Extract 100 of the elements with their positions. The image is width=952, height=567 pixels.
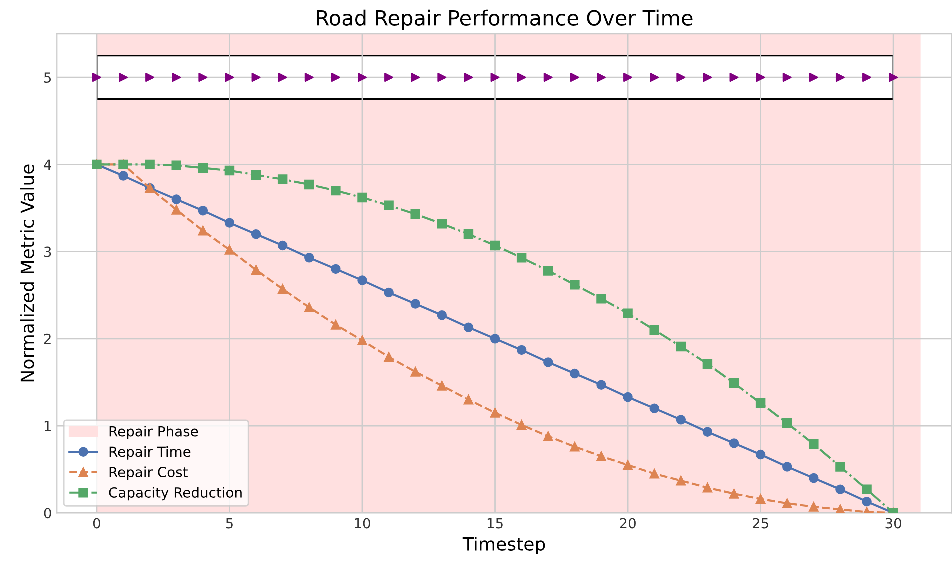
point — [118, 171, 128, 181]
point — [623, 308, 633, 319]
point — [623, 460, 633, 470]
point — [862, 73, 872, 82]
point — [146, 73, 155, 82]
point — [862, 484, 872, 494]
x-tick-label: 20 — [620, 518, 636, 529]
point — [464, 395, 474, 405]
point — [702, 359, 713, 370]
point — [198, 226, 208, 236]
point — [570, 442, 580, 452]
point — [676, 415, 686, 425]
point — [410, 209, 420, 220]
point — [729, 378, 740, 388]
point — [756, 73, 766, 82]
point — [650, 404, 660, 414]
point — [411, 73, 420, 82]
point — [809, 473, 819, 484]
point — [92, 73, 102, 82]
point — [358, 73, 367, 82]
y-tick-label: 4 — [44, 160, 52, 170]
point — [596, 452, 606, 462]
point — [384, 288, 394, 298]
point — [624, 73, 633, 82]
point — [596, 73, 606, 82]
point — [119, 73, 128, 82]
point — [224, 218, 235, 228]
point — [224, 166, 235, 176]
point — [438, 73, 447, 82]
point — [809, 439, 819, 450]
point — [516, 253, 527, 263]
point — [544, 266, 554, 276]
point — [516, 420, 527, 430]
point — [544, 432, 554, 442]
point — [490, 73, 500, 82]
point — [862, 496, 872, 507]
point — [782, 418, 792, 428]
point — [650, 469, 660, 479]
point — [172, 194, 182, 204]
point — [490, 334, 500, 344]
point — [702, 427, 713, 437]
point — [570, 280, 580, 290]
point — [304, 180, 314, 190]
point — [410, 299, 420, 309]
point — [172, 73, 182, 82]
legend-label: Repair Time — [110, 446, 191, 460]
point — [278, 284, 288, 294]
point — [331, 264, 341, 274]
point — [225, 73, 234, 82]
point — [836, 73, 845, 82]
point — [224, 245, 235, 255]
point — [889, 73, 898, 82]
y-tick-label: 1 — [44, 421, 51, 432]
point — [516, 345, 527, 356]
point — [304, 302, 314, 312]
y-axis-title: Normalized Metric Value — [20, 164, 34, 382]
point — [650, 325, 660, 336]
point — [730, 73, 739, 82]
point — [437, 310, 448, 320]
point — [172, 205, 182, 215]
point — [596, 380, 606, 390]
x-tick-label: 5 — [226, 518, 233, 529]
point — [384, 200, 394, 210]
point — [836, 484, 846, 494]
x-axis-title: Timestep — [462, 536, 546, 554]
point — [437, 219, 448, 229]
band-label: Repair Phase — [110, 426, 198, 440]
point — [384, 352, 394, 362]
point — [464, 230, 474, 240]
x-tick-label: 0 — [93, 518, 100, 529]
point — [278, 73, 288, 82]
point — [517, 73, 526, 82]
point — [251, 230, 262, 240]
point — [464, 73, 474, 82]
point — [198, 73, 208, 82]
point — [782, 462, 792, 472]
point — [410, 367, 420, 377]
point — [756, 398, 766, 408]
point — [490, 408, 500, 418]
point — [782, 73, 792, 82]
point — [252, 73, 261, 82]
point — [358, 336, 368, 346]
point — [331, 73, 340, 82]
point — [251, 265, 262, 275]
x-tick-label: 10 — [355, 518, 370, 529]
point — [198, 206, 208, 216]
point — [809, 502, 819, 512]
y-tick-label: 0 — [44, 508, 52, 519]
point — [384, 73, 394, 82]
point — [756, 494, 766, 504]
x-tick-label: 30 — [886, 518, 902, 529]
x-tick-label: 15 — [488, 518, 503, 529]
point — [702, 483, 713, 493]
point — [358, 192, 368, 203]
y-tick-label: 5 — [44, 72, 52, 84]
point — [596, 294, 606, 304]
point — [490, 240, 500, 251]
point — [278, 240, 288, 251]
legend-label: Repair Cost — [110, 466, 188, 480]
point — [331, 186, 341, 196]
